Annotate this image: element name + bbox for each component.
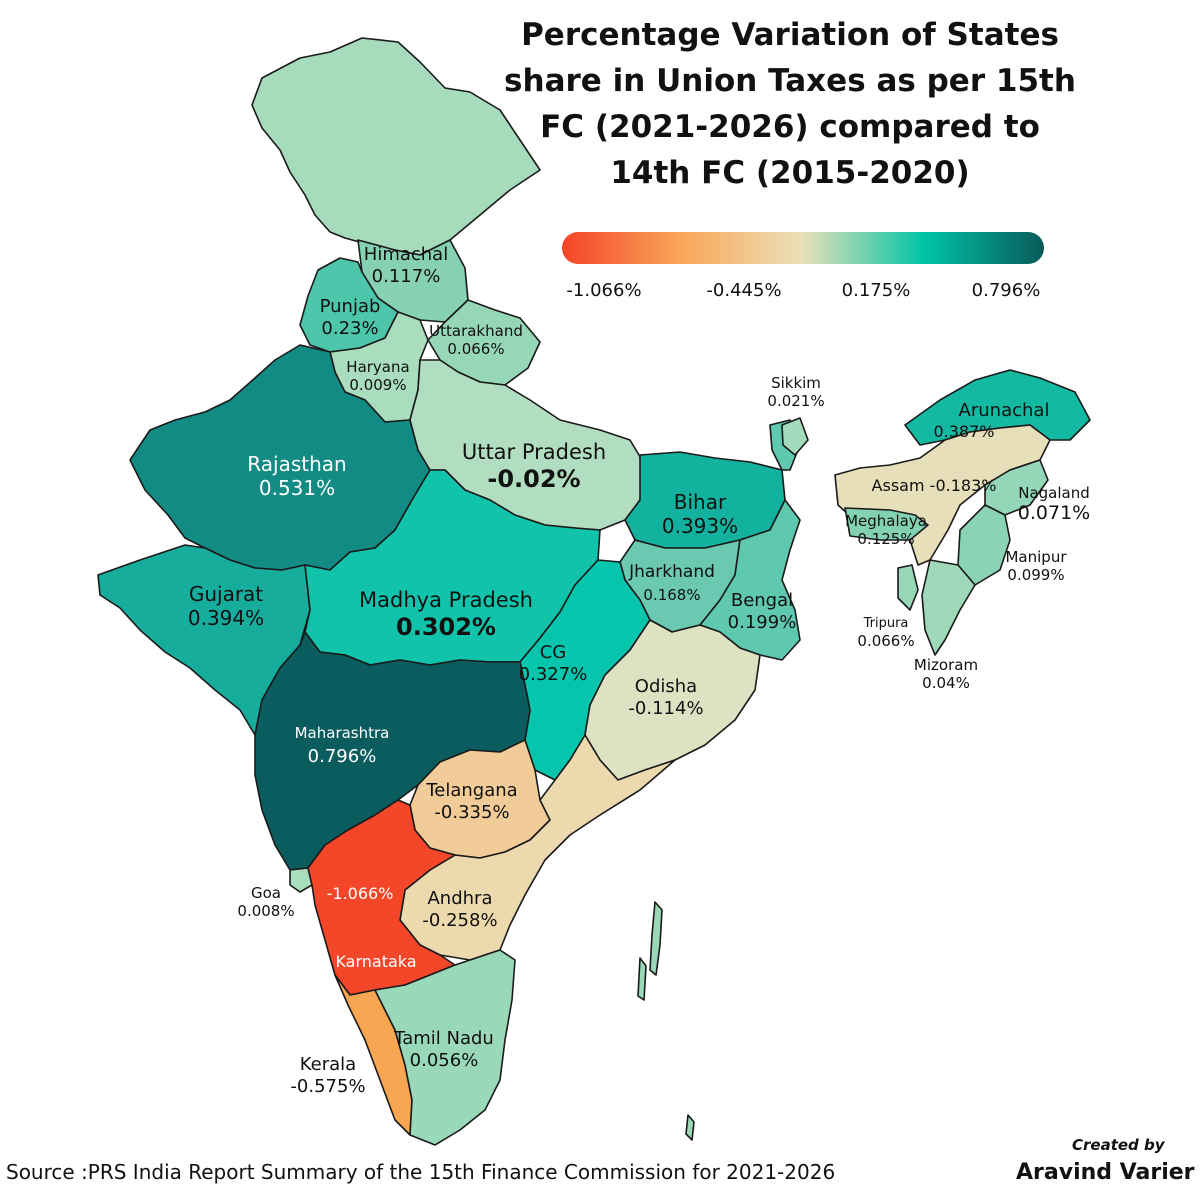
label-arunachal: Arunachal 0.387%	[933, 400, 1050, 441]
label-jharkhand: Jharkhand 0.168%	[629, 562, 715, 605]
label-kerala: Kerala -0.575%	[290, 1054, 366, 1097]
state-jk	[251, 37, 541, 256]
nicobar-islands	[685, 1114, 695, 1141]
label-gujarat: Gujarat 0.394%	[187, 582, 265, 630]
credit-label: Created by	[1072, 1136, 1165, 1154]
legend-tick-3: 0.175%	[841, 280, 911, 301]
andaman-islands	[649, 901, 663, 976]
state-karnataka	[307, 799, 456, 996]
state-odisha	[584, 619, 761, 781]
state-tripura	[897, 564, 919, 611]
label-up: Uttar Pradesh -0.02%	[461, 440, 607, 494]
label-goa: Goa 0.008%	[237, 884, 295, 920]
source-note: Source :PRS India Report Summary of the …	[6, 1160, 836, 1184]
legend-tick-min: -1.066%	[566, 280, 642, 301]
label-rajasthan: Rajasthan 0.531%	[247, 452, 347, 500]
label-uttarakhand: Uttarakhand 0.066%	[429, 322, 523, 358]
label-bihar: Bihar 0.393%	[661, 490, 739, 538]
andaman-islands-2	[637, 957, 647, 1001]
label-nagaland: Nagaland 0.071%	[1017, 484, 1091, 524]
state-uttarakhand	[427, 299, 541, 386]
label-karnataka-value: -1.066%	[326, 884, 394, 903]
label-telangana: Telangana -0.335%	[426, 780, 518, 823]
label-meghalaya: Meghalaya 0.125%	[845, 512, 927, 548]
state-manipur	[957, 504, 1011, 586]
label-punjab: Punjab 0.23%	[319, 296, 381, 339]
label-manipur: Manipur 0.099%	[1005, 548, 1067, 584]
label-sikkim: Sikkim 0.021%	[767, 374, 825, 410]
state-mizoram	[921, 559, 976, 656]
label-maharashtra: Maharashtra 0.796%	[294, 724, 390, 767]
label-mizoram: Mizoram 0.04%	[913, 656, 979, 692]
label-assam: Assam -0.183%	[871, 476, 997, 495]
label-himachal: Himachal 0.117%	[363, 244, 449, 287]
label-mp: Madhya Pradesh 0.302%	[359, 588, 533, 642]
state-meghalaya	[844, 507, 929, 541]
label-odisha: Odisha -0.114%	[628, 676, 704, 719]
credit-author: Aravind Varier	[1016, 1160, 1195, 1185]
label-cg: CG 0.327%	[518, 642, 588, 685]
legend-color-bar	[562, 232, 1044, 264]
label-bengal: Bengal 0.199%	[727, 590, 797, 633]
state-goa	[289, 867, 313, 893]
state-nagaland	[984, 459, 1049, 516]
label-tn: Tamil Nadu 0.056%	[394, 1028, 494, 1071]
map-title: Percentage Variation of States share in …	[504, 17, 1076, 191]
label-andhra: Andhra -0.258%	[422, 888, 498, 931]
state-sikkim	[781, 417, 809, 456]
legend-tick-2: -0.445%	[706, 280, 782, 301]
state-tn	[374, 949, 516, 1146]
legend-tick-max: 0.796%	[971, 280, 1041, 301]
label-haryana: Haryana 0.009%	[346, 358, 410, 394]
label-karnataka-name: Karnataka	[335, 952, 417, 971]
label-tripura: Tripura 0.066%	[857, 616, 915, 650]
